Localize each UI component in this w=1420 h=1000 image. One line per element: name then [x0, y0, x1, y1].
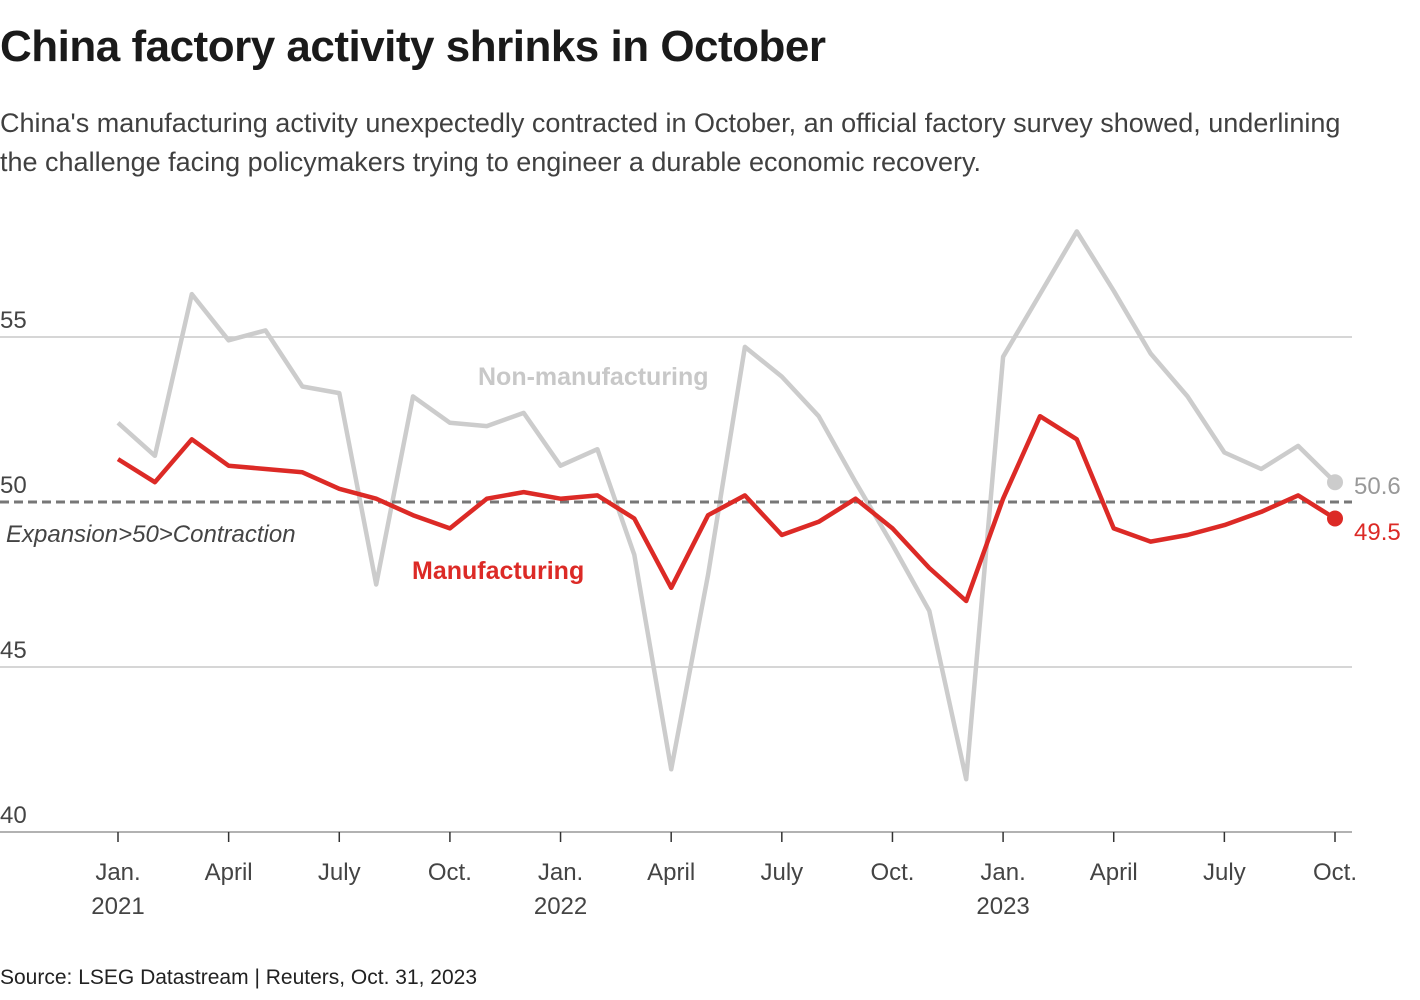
x-tick-label: Oct.	[870, 859, 914, 886]
y-tick-label: 55	[0, 307, 27, 334]
x-tick-label: Jan.	[980, 859, 1025, 886]
x-tick-label: Jan.	[95, 859, 140, 886]
x-tick-label: July	[318, 859, 361, 886]
end-point-manufacturing	[1327, 510, 1343, 527]
x-axis: Jan. 2021 April July Oct. Jan. 2022 April July Oc…	[0, 831, 1357, 920]
series-label-manufacturing: Manufacturing	[412, 557, 584, 585]
y-tick-label: 45	[0, 637, 27, 664]
series-lines	[0, 229, 1352, 782]
series-line-manufacturing	[116, 413, 1337, 604]
series-line-non-manufacturing	[116, 229, 1337, 782]
y-tick-label: 40	[0, 802, 27, 829]
source-note: Source: LSEG Datastream | Reuters, Oct. …	[0, 966, 478, 989]
series-label-non-manufacturing: Non-manufacturing	[478, 363, 709, 391]
y-tick-label: 50	[0, 472, 27, 499]
x-tick-label: April	[1090, 859, 1138, 886]
x-tick-label: Oct.	[428, 859, 472, 886]
x-tick-label: April	[647, 859, 695, 886]
x-tick-year: 2023	[976, 893, 1029, 920]
reference-line-label: Expansion>50>Contraction	[6, 521, 296, 548]
x-tick-label: Jan.	[538, 859, 583, 886]
x-tick-year: 2022	[534, 893, 587, 920]
x-tick-label: Oct.	[1313, 859, 1357, 886]
chart-subtitle: China's manufacturing activity unexpecte…	[0, 108, 1341, 177]
end-point-non-manufacturing	[1327, 474, 1343, 491]
gridlines: 40 45 50 55	[0, 307, 1352, 829]
end-label-manufacturing: 49.5	[1354, 519, 1401, 546]
x-tick-label: July	[1203, 859, 1246, 886]
x-tick-label: July	[760, 859, 803, 886]
chart-title: China factory activity shrinks in Octobe…	[0, 22, 826, 71]
x-tick-year: 2021	[91, 893, 144, 920]
x-tick-label: April	[205, 859, 253, 886]
end-label-non-manufacturing: 50.6	[1354, 473, 1401, 500]
